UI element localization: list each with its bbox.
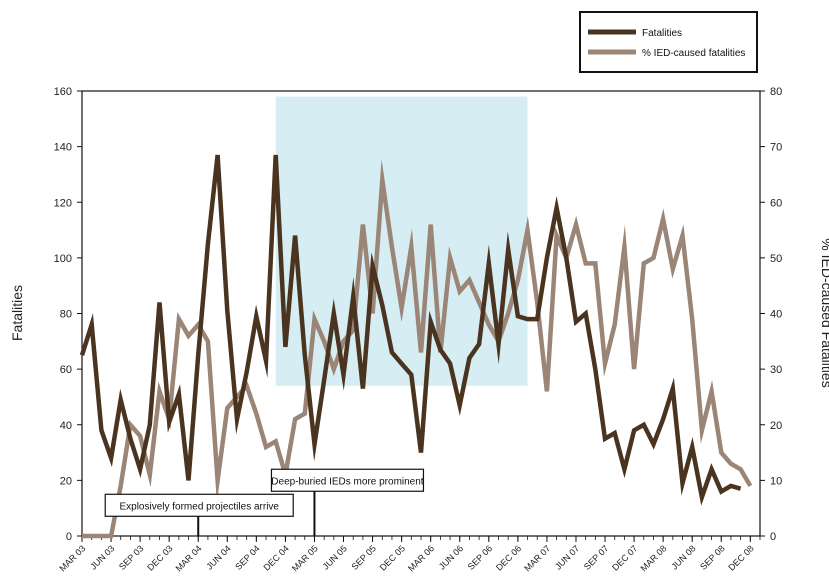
x-tick-label: SEP 03 xyxy=(117,543,146,572)
x-tick-label: JUN 04 xyxy=(204,543,232,571)
y-left-tick-label: 20 xyxy=(60,475,72,487)
x-tick-label: DEC 06 xyxy=(494,543,523,572)
y-left-tick-label: 120 xyxy=(54,197,72,209)
annotation-efp-arrive-box xyxy=(104,493,294,517)
legend-label-fatalities: Fatalities xyxy=(642,28,682,39)
annotation-deep-buried-ieds-label: Deep-buried IEDs more prominent xyxy=(271,476,424,487)
y-left-tick-label: 80 xyxy=(60,309,72,321)
series-layer xyxy=(79,154,753,539)
annotation-deep-buried-ieds: Deep-buried IEDs more prominent xyxy=(270,468,425,536)
x-tick-label: SEP 08 xyxy=(698,543,727,572)
x-tick-label: SEP 04 xyxy=(233,543,262,572)
x-tick-label: DEC 05 xyxy=(378,543,407,572)
x-tick-label: DEC 03 xyxy=(145,543,174,572)
shaded-region-layer xyxy=(275,96,528,386)
x-tick-label: JUN 06 xyxy=(437,543,465,571)
y-left-tick-label: 40 xyxy=(60,420,72,432)
y-right-tick-label: 80 xyxy=(770,86,782,98)
x-tick-label: JUN 07 xyxy=(553,543,581,571)
y-right-axis-title: % IED-caused Fatalities xyxy=(819,238,829,387)
y-right-tick-label: 0 xyxy=(770,531,776,543)
annotation-efp-arrive-label: Explosively formed projectiles arrive xyxy=(119,501,279,512)
x-tick-label: MAR 06 xyxy=(406,543,436,573)
annotation-deep-buried-ieds-box xyxy=(270,468,425,492)
y-left-axis-title: Fatalities xyxy=(9,285,25,341)
x-tick-label: SEP 06 xyxy=(466,543,495,572)
y-left-tick-label: 60 xyxy=(60,364,72,376)
series-line-fatalities xyxy=(79,154,742,506)
y-right-tick-label: 40 xyxy=(770,309,782,321)
x-tick-label: SEP 05 xyxy=(349,543,378,572)
y-left-tick-label: 160 xyxy=(54,86,72,98)
x-tick-label: MAR 05 xyxy=(290,543,320,573)
y-right-tick-label: 20 xyxy=(770,420,782,432)
x-tick-label: SEP 07 xyxy=(582,543,611,572)
legend-box xyxy=(579,11,758,73)
legend: Fatalities % IED-caused fatalities xyxy=(579,11,758,73)
x-tick-label: JUN 03 xyxy=(88,543,116,571)
y-left-tick-label: 140 xyxy=(54,142,72,154)
annotation-efp-arrive: Explosively formed projectiles arrive xyxy=(104,493,294,536)
annotation-layer: Explosively formed projectiles arrive Dee… xyxy=(104,468,425,536)
y-left-tick-label: 0 xyxy=(66,531,72,543)
y-right-tick-label: 10 xyxy=(770,475,782,487)
y-left-tick-label: 100 xyxy=(54,253,72,265)
y-right-tick-label: 30 xyxy=(770,364,782,376)
series-line-ied-percent xyxy=(82,159,753,539)
x-tick-label: MAR 04 xyxy=(174,543,204,573)
shaded-region xyxy=(275,96,528,386)
x-tick-label: MAR 08 xyxy=(638,543,668,573)
y-right-tick-label: 50 xyxy=(770,253,782,265)
x-tick-label: DEC 08 xyxy=(726,543,755,572)
x-tick-label: JUN 05 xyxy=(321,543,349,571)
y-right-tick-label: 70 xyxy=(770,142,782,154)
x-tick-label: DEC 04 xyxy=(261,543,290,572)
x-tick-label: MAR 07 xyxy=(522,543,552,573)
x-tick-label: DEC 07 xyxy=(610,543,639,572)
x-tick-label: MAR 03 xyxy=(57,543,87,573)
y-right-tick-label: 60 xyxy=(770,197,782,209)
x-tick-label: JUN 08 xyxy=(669,543,697,571)
legend-label-ied-percent: % IED-caused fatalities xyxy=(642,48,745,59)
